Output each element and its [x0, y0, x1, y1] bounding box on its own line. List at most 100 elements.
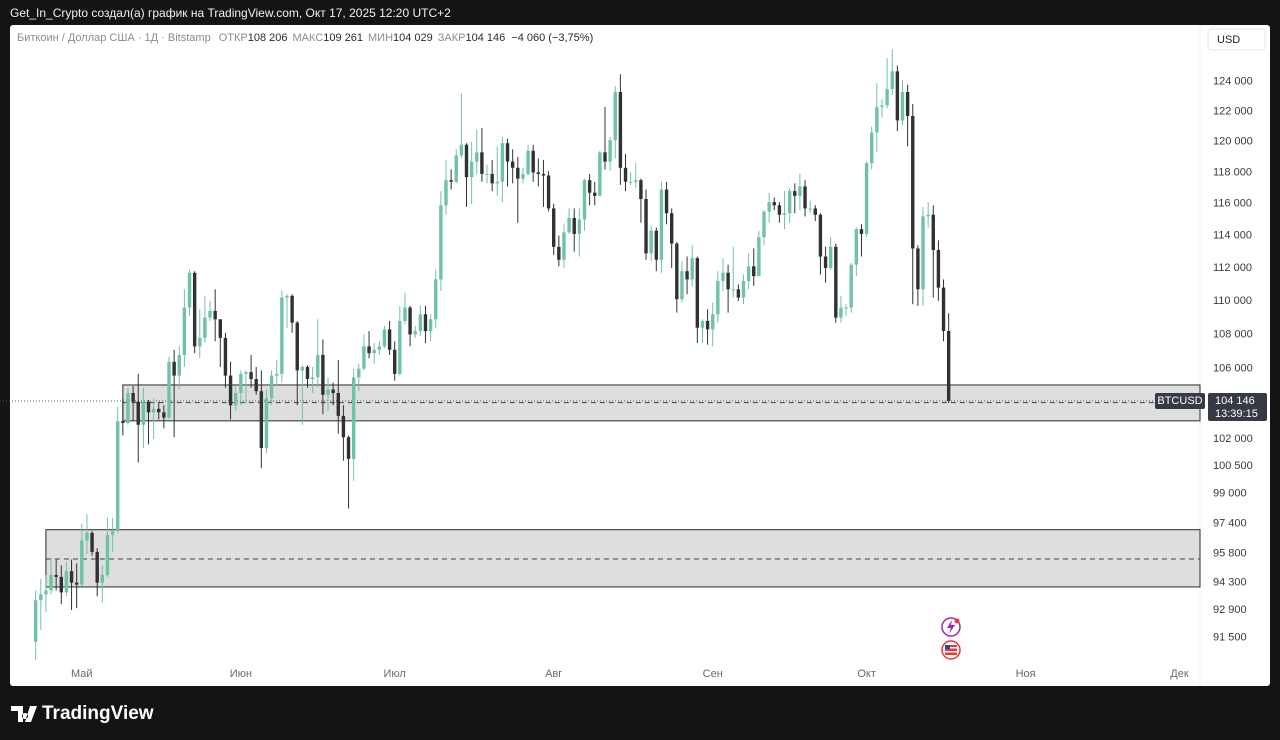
candle-body — [90, 532, 94, 552]
candle-body — [721, 272, 725, 282]
candle-body — [64, 571, 69, 593]
candle-body — [151, 408, 156, 413]
y-tick-label: 120 000 — [1213, 136, 1253, 148]
y-tick-label: 92 900 — [1213, 604, 1247, 616]
header-text: Get_In_Crypto создал(а) график на Tradin… — [10, 6, 451, 20]
candle-body — [295, 322, 299, 371]
candle-body — [813, 208, 818, 215]
candle-body — [567, 217, 571, 233]
candle-body — [510, 161, 515, 168]
candle-body — [741, 281, 746, 298]
candle-body — [808, 208, 812, 210]
candle-body — [695, 258, 700, 328]
candle-body — [849, 264, 853, 308]
candle-body — [552, 208, 556, 247]
candle-body — [187, 272, 192, 308]
candle-body — [367, 346, 371, 354]
candle-body — [290, 295, 294, 323]
countdown-text: 13:39:15 — [1215, 408, 1258, 420]
candle-body — [454, 155, 458, 182]
candle-body — [828, 246, 833, 268]
candle-body — [300, 366, 305, 371]
candle-body — [208, 310, 212, 318]
candle-body — [285, 295, 289, 298]
x-tick-label: Июн — [230, 668, 252, 680]
candle-body — [439, 205, 443, 280]
candle-body — [59, 576, 63, 593]
logo-mark — [11, 706, 37, 722]
candle-body — [864, 163, 869, 234]
footer-logo[interactable]: TradingView — [11, 703, 154, 724]
candle-body — [875, 106, 879, 133]
currency-box[interactable] — [1207, 28, 1266, 51]
candle-body — [95, 551, 99, 583]
candle-body — [249, 372, 253, 380]
y-tick-label: 100 500 — [1213, 460, 1253, 472]
candle-body — [116, 421, 120, 532]
candle-body — [921, 216, 925, 290]
candle-body — [895, 71, 900, 121]
candle-body — [182, 307, 187, 355]
candle-body — [310, 377, 315, 380]
candle-body — [690, 258, 694, 280]
y-tick-label: 97 400 — [1213, 517, 1247, 529]
candle-body — [736, 289, 741, 298]
candle-body — [900, 92, 905, 121]
legend-value: 109 261 — [323, 32, 363, 44]
candle-body — [264, 398, 269, 449]
candle-body — [418, 314, 423, 332]
y-tick-label: 118 000 — [1213, 166, 1252, 178]
candle-body — [408, 307, 412, 335]
plot-area: 124 000 122 000 120 000 118 000 116 000 114 0… — [0, 49, 1253, 680]
candle-body — [752, 266, 756, 277]
candle-body — [505, 143, 510, 162]
candle-body — [659, 189, 664, 260]
zone — [45, 529, 1201, 588]
candle-body — [346, 437, 351, 459]
candle-body — [233, 392, 238, 406]
candle-body — [572, 217, 576, 234]
candle-body — [941, 287, 946, 331]
candle-body — [141, 401, 146, 425]
candle-body — [772, 202, 776, 206]
candle-body — [746, 266, 751, 282]
candle-body — [362, 346, 366, 369]
candle-body — [593, 192, 597, 196]
candle-body — [228, 375, 233, 406]
event-dot — [954, 618, 960, 624]
candle-body — [44, 590, 48, 595]
candle-body — [131, 392, 135, 402]
candle-body — [121, 421, 125, 423]
candle-body — [428, 319, 433, 332]
candle-body — [485, 173, 489, 175]
candle-body — [336, 392, 340, 416]
x-tick-label: Май — [71, 668, 93, 680]
candle-body — [603, 152, 607, 162]
brand[interactable]: TradingView — [42, 703, 154, 724]
candle-body — [700, 320, 705, 328]
candle-body — [582, 180, 587, 220]
candle-body — [351, 377, 356, 459]
y-tick-label: 114 000 — [1213, 229, 1252, 241]
candle-body — [787, 191, 792, 214]
candle-body — [946, 330, 951, 401]
candle-body — [372, 349, 376, 354]
candle-body — [859, 229, 864, 234]
candle-body — [382, 329, 387, 347]
candle-body — [110, 531, 115, 535]
y-tick-label: 108 000 — [1213, 328, 1253, 340]
candle-body — [85, 532, 89, 541]
symbol-tag-text: BTCUSD — [1157, 395, 1202, 407]
candle-body — [449, 180, 453, 182]
currency[interactable]: USD — [1217, 34, 1240, 46]
candle-body — [392, 349, 397, 374]
y-tick-label: 91 500 — [1213, 632, 1247, 644]
candle-body — [649, 230, 653, 254]
candle-body — [423, 314, 428, 332]
event-icons[interactable] — [941, 617, 961, 660]
candle-body — [480, 152, 484, 174]
candle-body — [793, 191, 797, 196]
candle-body — [562, 232, 566, 260]
candle-body — [844, 307, 848, 309]
candle-body — [767, 202, 771, 212]
